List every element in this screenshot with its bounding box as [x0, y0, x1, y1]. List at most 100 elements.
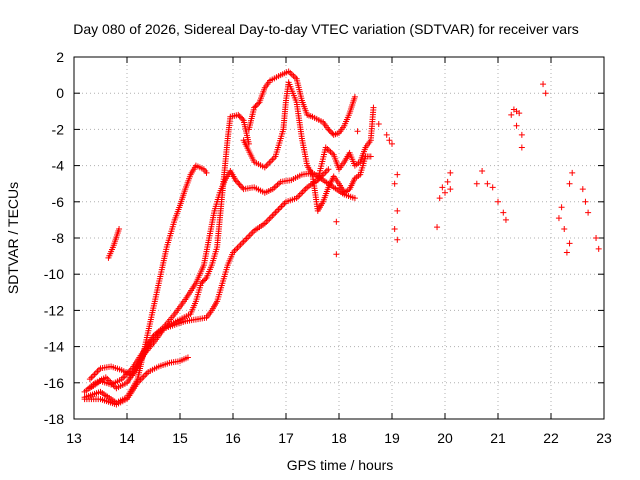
data-point-scatter-O	[558, 204, 565, 211]
data-point-arc-C	[323, 167, 330, 174]
data-point-arc-G	[325, 126, 332, 133]
data-point-arc-H	[370, 104, 377, 111]
data-point-arc-C	[263, 218, 270, 225]
data-point-scatter-O	[561, 225, 568, 232]
data-point-arc-G	[326, 127, 333, 134]
data-point-arc-E	[351, 195, 358, 202]
data-point-scatter-K	[444, 178, 451, 185]
data-point-arc-B	[200, 277, 207, 284]
data-point-scatter-O	[566, 180, 573, 187]
data-point-scatter-J	[354, 128, 361, 135]
y-tick-label: -4	[52, 158, 65, 174]
x-tick-label: 14	[119, 430, 135, 446]
data-point-arc-C	[264, 217, 271, 224]
data-point-arc-C	[302, 185, 309, 192]
data-point-arc-C	[86, 376, 93, 383]
data-point-scatter-O	[585, 209, 592, 216]
data-point-scatter-J	[375, 120, 382, 127]
data-point-arc-C	[239, 240, 246, 247]
data-point-scatter-J	[333, 218, 340, 225]
data-point-scatter-O	[579, 186, 586, 193]
data-point-arc-I	[116, 225, 123, 232]
data-point-arc-C	[272, 209, 279, 216]
data-point-arc-C	[299, 188, 306, 195]
y-tick-label: -8	[52, 230, 65, 246]
data-point-scatter-K	[439, 184, 446, 191]
data-point-arc-C	[240, 238, 247, 245]
data-point-arc-C	[273, 208, 280, 215]
data-point-scatter-M	[518, 144, 525, 151]
data-point-scatter-K	[447, 169, 454, 176]
data-point-scatter-K	[436, 195, 443, 202]
data-point-arc-C	[233, 246, 240, 253]
data-point-scatter-K	[434, 224, 441, 231]
data-point-scatter-O	[595, 245, 602, 252]
data-point-scatter-L	[489, 184, 496, 191]
data-point-arc-B	[202, 276, 209, 283]
data-point-arc-C	[246, 232, 253, 239]
y-tick-label: -16	[44, 375, 64, 391]
data-point-arc-G	[253, 101, 260, 108]
data-point-arc-C	[279, 201, 286, 208]
data-point-arc-E	[236, 181, 243, 188]
data-point-scatter-L	[473, 180, 480, 187]
data-point-scatter-M	[508, 111, 515, 118]
axis-ticks: 13 14 15 16 17 18 19 20 21 22 2320-2-4-6-8-10-12-1…	[44, 49, 612, 446]
data-point-arc-C	[237, 241, 244, 248]
data-point-scatter-O	[563, 249, 570, 256]
data-point-arc-E	[237, 183, 244, 190]
data-point-arc-C	[249, 229, 256, 236]
data-point-arc-B	[236, 113, 243, 120]
x-tick-label: 22	[543, 430, 559, 446]
data-point-arc-C	[269, 212, 276, 219]
data-point-arc-F	[269, 156, 276, 163]
data-point-arc-E	[120, 374, 127, 381]
chart-title: Day 080 of 2026, Sidereal Day-to-day VTE…	[73, 21, 579, 37]
data-point-scatter-K	[447, 186, 454, 193]
data-point-scatter-L	[479, 168, 486, 175]
data-point-arc-C	[267, 214, 274, 221]
data-point-arc-D	[184, 354, 191, 361]
data-point-scatter-N	[540, 81, 547, 88]
data-point-arc-G	[255, 100, 262, 107]
data-point-arc-B	[237, 114, 244, 121]
data-point-arc-C	[234, 244, 241, 251]
x-tick-label: 18	[331, 430, 347, 446]
data-point-arc-C	[242, 237, 249, 244]
data-point-arc-B	[235, 111, 242, 118]
data-point-arc-F	[267, 158, 274, 165]
data-point-scatter-O	[569, 169, 576, 176]
data-point-arc-H	[327, 148, 334, 155]
data-point-scatter-N	[542, 90, 549, 97]
data-point-scatter-O	[555, 215, 562, 222]
data-point-arc-G	[290, 72, 297, 79]
data-point-arc-F	[263, 162, 270, 169]
data-point-arc-G	[351, 93, 358, 100]
data-point-arc-F	[367, 153, 374, 160]
data-point-arc-F	[264, 161, 271, 168]
data-point-scatter-M	[516, 110, 523, 117]
data-point-arc-E	[239, 184, 246, 191]
data-point-arc-E	[272, 183, 279, 190]
grid-lines	[74, 57, 604, 419]
data-point-scatter-L	[495, 198, 501, 205]
data-point-scatter-L	[484, 180, 491, 187]
x-axis-label: GPS time / hours	[287, 457, 394, 473]
data-point-scatter-J	[333, 251, 340, 258]
data-point-scatter-J	[389, 140, 395, 147]
data-point-arc-C	[301, 187, 308, 194]
data-point-scatter-O	[582, 198, 589, 205]
data-point-arc-B	[199, 278, 206, 285]
data-point-arc-A	[203, 169, 210, 176]
data-point-arc-C	[278, 203, 285, 210]
x-tick-label: 13	[66, 430, 82, 446]
data-point-scatter-K	[442, 189, 448, 196]
data-point-arc-G	[252, 103, 259, 110]
y-axis-label: SDTVAR / TECUs	[5, 182, 21, 294]
data-point-arc-C	[91, 371, 98, 378]
data-point-arc-C	[270, 211, 277, 218]
data-point-scatter-O	[566, 240, 573, 247]
data-point-arc-C	[236, 243, 243, 250]
data-point-arc-C	[94, 368, 101, 375]
